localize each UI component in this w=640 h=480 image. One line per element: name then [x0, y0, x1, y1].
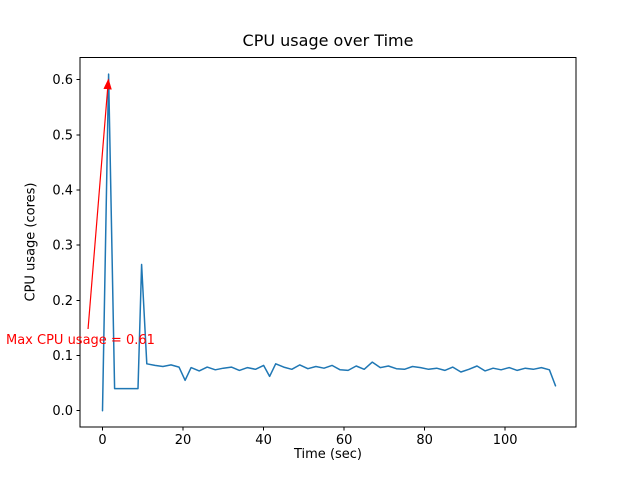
- x-tick-label: 40: [255, 433, 272, 448]
- y-tick-label: 0.2: [52, 294, 73, 309]
- x-tick-label: 100: [493, 433, 518, 448]
- x-tick-label: 0: [98, 433, 106, 448]
- x-tick-label: 80: [416, 433, 433, 448]
- max-cpu-annotation: Max CPU usage = 0.61: [6, 333, 155, 348]
- y-tick-label: 0.3: [52, 239, 73, 254]
- annotation-arrow: [87, 78, 112, 330]
- y-tick-label: 0.1: [52, 349, 73, 364]
- x-tick-label: 60: [336, 433, 353, 448]
- y-axis-label: CPU usage (cores): [23, 182, 39, 302]
- y-tick-label: 0.6: [52, 73, 73, 88]
- chart-title: CPU usage over Time: [242, 31, 414, 50]
- data-line: [101, 73, 557, 412]
- y-tick-label: 0.5: [52, 128, 73, 143]
- x-tick-label: 20: [175, 433, 192, 448]
- plot-border: [79, 57, 577, 428]
- y-tick-label: 0.0: [52, 404, 73, 419]
- y-tick-label: 0.4: [52, 183, 73, 198]
- x-axis-label: Time (sec): [293, 447, 363, 462]
